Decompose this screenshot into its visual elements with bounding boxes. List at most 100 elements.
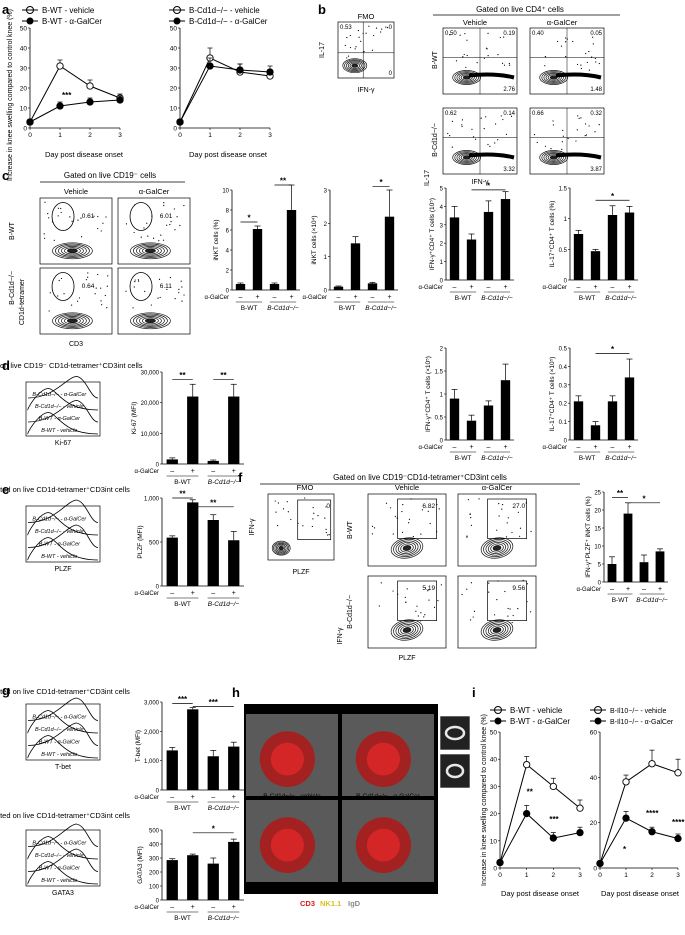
- histogram-curve: [27, 861, 99, 885]
- x-tick-label: 1: [58, 132, 62, 139]
- treatment-sign: +: [232, 468, 236, 475]
- data-point: [496, 858, 504, 867]
- y-tick-label: 0: [324, 289, 328, 295]
- contour-ring: [133, 313, 168, 328]
- contour-ring: [485, 540, 509, 556]
- y-tick-label: 5: [598, 563, 602, 569]
- event-dot: [97, 273, 99, 276]
- contour-ring: [397, 542, 417, 554]
- chart-c-il17-x10: 0 0.1 0.2 0.3 0.4 0.5 α-GalCer – + – + B-WT B-Cd1d−/…: [543, 345, 638, 462]
- flow-plot-frame: [39, 267, 113, 335]
- event-dot: [394, 515, 396, 517]
- x-tick-label: 2: [650, 872, 654, 879]
- event-dot: [93, 215, 95, 217]
- event-dot: [580, 64, 582, 66]
- quadrant-value: 0.14: [503, 111, 515, 117]
- event-dot: [311, 525, 313, 528]
- histogram-label: B-WT - α-GalCer: [39, 542, 81, 548]
- event-dot: [287, 511, 289, 513]
- a-right-xlabel: Day post disease onset: [189, 150, 268, 159]
- event-dot: [302, 525, 304, 527]
- bar: [607, 214, 618, 280]
- treatment-sign: –: [611, 284, 615, 291]
- quadrant-value: 0: [389, 25, 393, 31]
- event-dot: [449, 134, 451, 137]
- event-dot: [349, 46, 352, 49]
- event-dot: [440, 584, 442, 586]
- contour-ring: [347, 61, 362, 70]
- bar: [500, 199, 511, 280]
- treatment-sign: +: [593, 444, 597, 451]
- event-dot: [449, 34, 451, 36]
- data-point: [576, 804, 584, 812]
- event-dot: [565, 55, 567, 58]
- row-label: B-Cd1d−/−: [347, 595, 354, 629]
- y-tick-label: 10: [20, 106, 28, 113]
- y-tick-label: 15: [594, 527, 601, 533]
- sig-mark: *: [611, 345, 615, 354]
- a-left-legend-0: B-WT - vehicle: [42, 6, 95, 15]
- event-dot: [466, 535, 468, 537]
- event-dot: [497, 53, 499, 56]
- event-dot: [507, 615, 509, 617]
- y-tick-label: 0: [226, 289, 230, 295]
- smear: [555, 152, 602, 160]
- a-ylabel: Increase in knee swelling compared to co…: [7, 9, 14, 181]
- treatment-sign: –: [273, 294, 277, 301]
- y-tick-label: 20,000: [141, 401, 160, 407]
- event-dot: [327, 534, 329, 536]
- contour-ring: [487, 624, 507, 636]
- event-dot: [304, 497, 306, 499]
- event-dot: [470, 517, 472, 519]
- event-dot: [174, 298, 176, 300]
- group-label: B-WT: [241, 305, 258, 312]
- quadrant-value: 3.32: [503, 167, 515, 173]
- contour-ring: [342, 58, 368, 74]
- col-label: Vehicle: [64, 187, 88, 196]
- treatment-label: α-GalCer: [135, 591, 159, 597]
- bar: [166, 537, 178, 586]
- event-dot: [494, 123, 497, 125]
- event-dot: [429, 522, 431, 525]
- y-tick-label: 0.1: [559, 420, 568, 426]
- histogram-curve: [27, 537, 99, 561]
- event-dot: [506, 522, 508, 524]
- group-label: B-Cd1d−/−: [208, 479, 240, 486]
- x-tick-label: 0: [498, 872, 502, 879]
- group-label: B-Cd1d−/−: [481, 455, 513, 462]
- quadrant-value: 0.62: [445, 111, 457, 117]
- bar: [590, 425, 601, 440]
- inset-2: [439, 753, 471, 789]
- event-dot: [282, 508, 285, 510]
- bar: [286, 210, 297, 290]
- gate-value: 0: [326, 503, 330, 510]
- event-dot: [100, 287, 102, 289]
- y-tick-label: 0.5: [559, 248, 568, 254]
- x-tick-label: 1: [525, 872, 529, 879]
- event-dot: [95, 287, 97, 289]
- x-tick-label: 3: [118, 132, 122, 139]
- a-left-legend-1: B-WT - α-GalCer: [42, 17, 102, 26]
- col-label: α-GalCer: [547, 18, 578, 27]
- y-tick-label: 10: [222, 189, 229, 195]
- contour-ring: [349, 62, 360, 69]
- contour-ring: [67, 248, 78, 254]
- event-dot: [451, 146, 453, 148]
- contour-ring: [130, 242, 171, 260]
- panel-letter-b: b: [318, 2, 326, 17]
- event-dot: [360, 40, 362, 42]
- y-tick-label: 2: [440, 347, 444, 353]
- event-dot: [507, 607, 509, 610]
- panel-letter-h: h: [232, 685, 240, 700]
- bar: [207, 460, 219, 464]
- gate: [397, 498, 437, 539]
- y-tick-label: 30,000: [141, 371, 160, 377]
- bar: [333, 286, 344, 290]
- event-dot: [313, 512, 315, 514]
- panel-letter-f: f: [238, 470, 243, 485]
- group-label: B-WT: [455, 295, 472, 302]
- event-dot: [466, 536, 468, 538]
- event-dot: [181, 286, 183, 288]
- x-tick-label: 2: [238, 132, 242, 139]
